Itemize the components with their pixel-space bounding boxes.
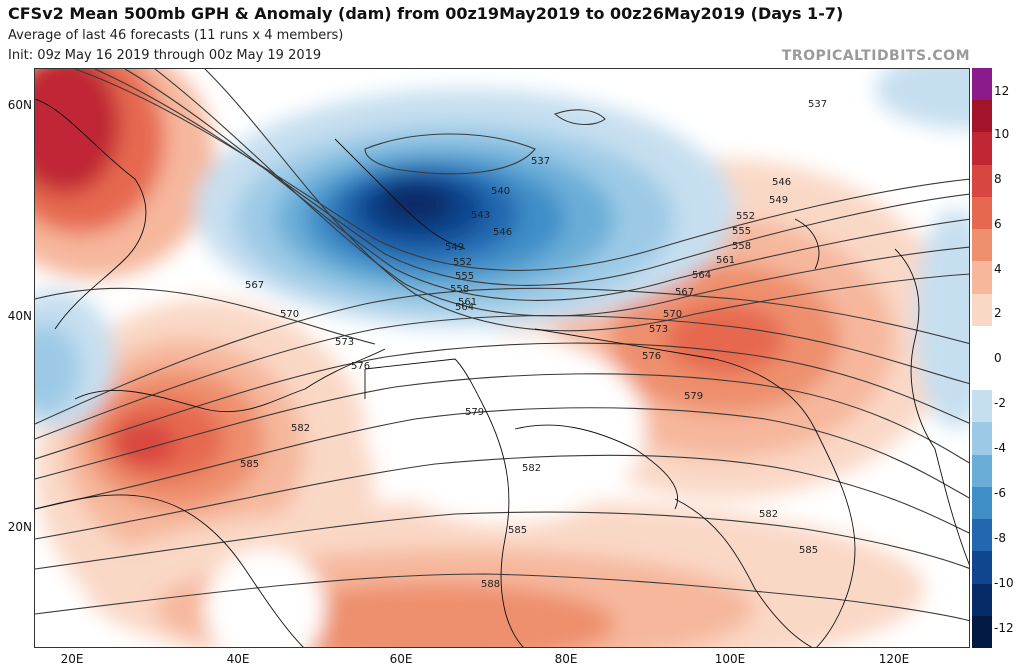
contour-label: 552 [736, 211, 755, 222]
coastlines [35, 98, 969, 647]
contour-label: 564 [692, 270, 711, 281]
colorbar-band [972, 454, 992, 487]
colorbar-tick: 2 [994, 306, 1002, 320]
height-contours [35, 69, 969, 622]
colorbar-tick: -8 [994, 531, 1006, 545]
contour-label: 585 [799, 545, 818, 556]
lon-label-20e: 20E [60, 652, 84, 666]
colorbar-band [972, 486, 992, 520]
contour-label: 561 [458, 297, 477, 308]
contour-label: 540 [491, 186, 510, 197]
colorbar [972, 68, 992, 648]
contour-label: 573 [335, 337, 354, 348]
contour-label: 549 [445, 242, 464, 253]
colorbar-band [972, 261, 992, 294]
map-canvas: 5375375405435465465495495525525555555585… [35, 69, 969, 647]
colorbar-tick: -12 [994, 621, 1014, 635]
colorbar-band [972, 357, 992, 391]
lat-label-40n: 40N [7, 309, 32, 323]
colorbar-band [972, 390, 992, 423]
contour-label: 555 [455, 271, 474, 282]
contour-label: 555 [732, 226, 751, 237]
map-subtitle-init: Init: 09z May 16 2019 through 00z May 19… [8, 48, 322, 63]
contour-label: 579 [465, 407, 484, 418]
colorbar-band [972, 68, 992, 101]
brand-watermark: TROPICALTIDBITS.COM [781, 48, 970, 64]
lon-label-60e: 60E [389, 652, 413, 666]
contour-label: 546 [772, 177, 791, 188]
colorbar-band [972, 132, 992, 165]
contour-label: 585 [508, 525, 527, 536]
contour-label: 576 [642, 351, 661, 362]
contour-label: 579 [684, 391, 703, 402]
colorbar-band [972, 196, 992, 230]
colorbar-tick: 4 [994, 262, 1002, 276]
contour-label: 558 [732, 241, 751, 252]
colorbar-band [972, 325, 992, 358]
lat-label-20n: 20N [7, 520, 32, 534]
anomaly-shading [35, 69, 969, 647]
contour-label: 582 [291, 423, 310, 434]
contour-labels: 5375375405435465465495495525525555555585… [240, 99, 827, 590]
map-subtitle-forecasts: Average of last 46 forecasts (11 runs x … [8, 28, 344, 43]
contour-label: 567 [245, 280, 264, 291]
contour-label: 567 [675, 287, 694, 298]
contour-label: 549 [769, 195, 788, 206]
lon-label-120e: 120E [878, 652, 910, 666]
colorbar-tick: 8 [994, 172, 1002, 186]
colorbar-tick: -4 [994, 441, 1006, 455]
contour-label: 552 [453, 257, 472, 268]
contour-label: 570 [663, 309, 682, 320]
contour-label: 546 [493, 227, 512, 238]
colorbar-tick: -10 [994, 576, 1014, 590]
colorbar-band [972, 551, 992, 584]
contour-label: 573 [649, 324, 668, 335]
colorbar-band [972, 519, 992, 552]
colorbar-band [972, 583, 992, 616]
contour-label: 585 [240, 459, 259, 470]
anomaly-map: 537 537 540 543 546 546 549 549 552 552 555 555 558 5… [34, 68, 970, 648]
colorbar-tick: -6 [994, 486, 1006, 500]
lat-label-60n: 60N [7, 98, 32, 112]
contour-label: 543 [471, 210, 490, 221]
colorbar-tick: 0 [994, 351, 1002, 365]
contour-label: 561 [716, 255, 735, 266]
colorbar-tick: 10 [994, 127, 1010, 141]
contour-label: 537 [531, 156, 550, 167]
contour-label: 537 [808, 99, 827, 110]
colorbar-tick: -2 [994, 396, 1006, 410]
colorbar-band [972, 293, 992, 326]
contour-label: 570 [280, 309, 299, 320]
contour-label: 558 [450, 284, 469, 295]
lon-label-80e: 80E [554, 652, 578, 666]
contour-label: 588 [481, 579, 500, 590]
colorbar-tick: 12 [994, 84, 1010, 98]
contour-label: 564 [455, 302, 474, 313]
colorbar-band [972, 164, 992, 197]
contour-label: 582 [522, 463, 541, 474]
colorbar-band [972, 615, 992, 648]
contour-label: 576 [351, 361, 370, 372]
lon-label-100e: 100E [714, 652, 746, 666]
lon-label-40e: 40E [226, 652, 250, 666]
contour-label: 582 [759, 509, 778, 520]
colorbar-band [972, 422, 992, 455]
colorbar-tick: 6 [994, 217, 1002, 231]
colorbar-band [972, 229, 992, 262]
map-title: CFSv2 Mean 500mb GPH & Anomaly (dam) fro… [8, 4, 844, 23]
colorbar-band [972, 100, 992, 133]
